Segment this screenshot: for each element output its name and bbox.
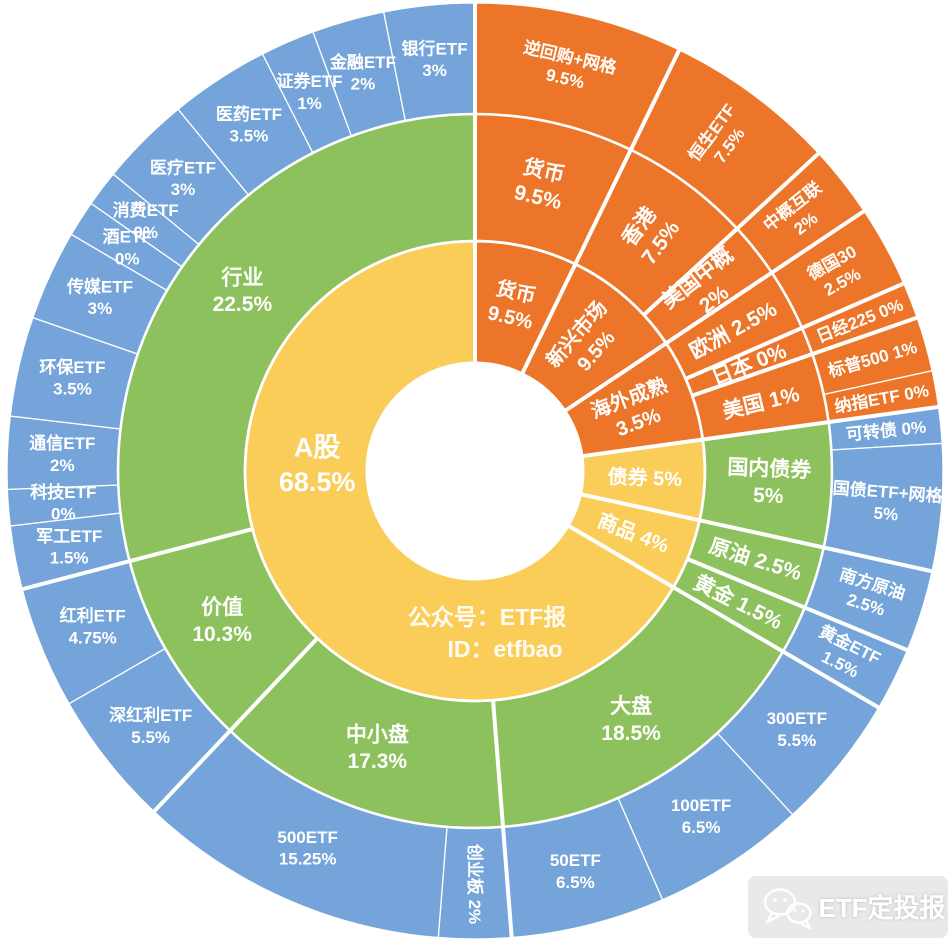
group-separator — [573, 49, 682, 265]
slice-label: 科技ETF 0% — [30, 482, 96, 524]
slice-label: 国内债券5% — [726, 455, 813, 509]
slice-label: 货币9.5% — [485, 275, 541, 334]
group-separator — [567, 523, 675, 590]
slice-label: 通信ETF 2% — [29, 433, 95, 475]
group-separator — [580, 492, 701, 523]
watermark: ETF定投报 — [748, 876, 948, 938]
slice-label: 酒ETF 0% — [103, 227, 152, 269]
center-caption-line1: 公众号：ETF报 — [408, 604, 566, 630]
ring-separator — [243, 239, 707, 703]
slice-label: 红利ETF 4.75% — [60, 606, 126, 648]
ring-separator — [116, 112, 834, 830]
group-separator — [684, 281, 905, 381]
separators — [21, 3, 939, 938]
slice-label: 中小盘 17.3% — [346, 722, 409, 773]
ring-separator — [365, 361, 585, 581]
watermark-text: ETF定投报 — [818, 893, 945, 923]
slice-label: A股 68.5% — [279, 433, 356, 498]
slice-label: 300ETF 5.5% — [767, 709, 827, 750]
slice-label: 500ETF 15.25% — [277, 828, 337, 869]
group-separator — [152, 636, 319, 813]
slices — [6, 2, 944, 940]
group-separator — [691, 315, 918, 398]
slice-label: 消费ETF 0% — [113, 200, 179, 242]
slice-label: 债券 5% — [607, 464, 683, 491]
center-caption-line2: ID：etfbao — [448, 636, 563, 662]
group-separator — [520, 263, 578, 375]
slice-label: 行业 22.5% — [213, 265, 273, 316]
slice-label: 环保ETF 3.5% — [39, 357, 105, 399]
slice-label: 证券ETF 1% — [276, 71, 342, 113]
slice-label: 医疗ETF 3% — [150, 157, 216, 199]
slice-label: 100ETF 6.5% — [671, 796, 731, 837]
slice-label: 医药ETF 3.5% — [216, 104, 282, 146]
group-separator — [665, 209, 866, 345]
group-separator — [672, 585, 880, 710]
slice-label: 金融ETF 2% — [329, 52, 396, 94]
slice-label: 传媒ETF 3% — [66, 276, 133, 318]
center-caption: 公众号：ETF报 ID：etfbao — [408, 604, 566, 662]
slice-label: 价值 10.3% — [192, 595, 252, 646]
slice-label: 军工ETF 1.5% — [36, 527, 102, 568]
group-separator — [699, 518, 933, 574]
slice-label: 50ETF 6.5% — [550, 851, 601, 892]
slice-label: 创业板 2% — [465, 843, 485, 924]
slice-label: 银行ETF 3% — [401, 38, 467, 80]
slice-label: 大盘 18.5% — [601, 694, 661, 745]
group-separator — [491, 700, 514, 938]
group-separator — [686, 557, 909, 652]
wechat-icon — [763, 888, 812, 930]
group-separator — [563, 341, 668, 413]
group-separator — [21, 527, 253, 592]
slice-label: 南方原油2.5% — [831, 564, 908, 624]
slice-label: 深红利ETF 5.5% — [109, 705, 192, 747]
group-separator — [642, 151, 821, 317]
group-separator — [581, 437, 704, 459]
group-separator — [702, 404, 939, 442]
